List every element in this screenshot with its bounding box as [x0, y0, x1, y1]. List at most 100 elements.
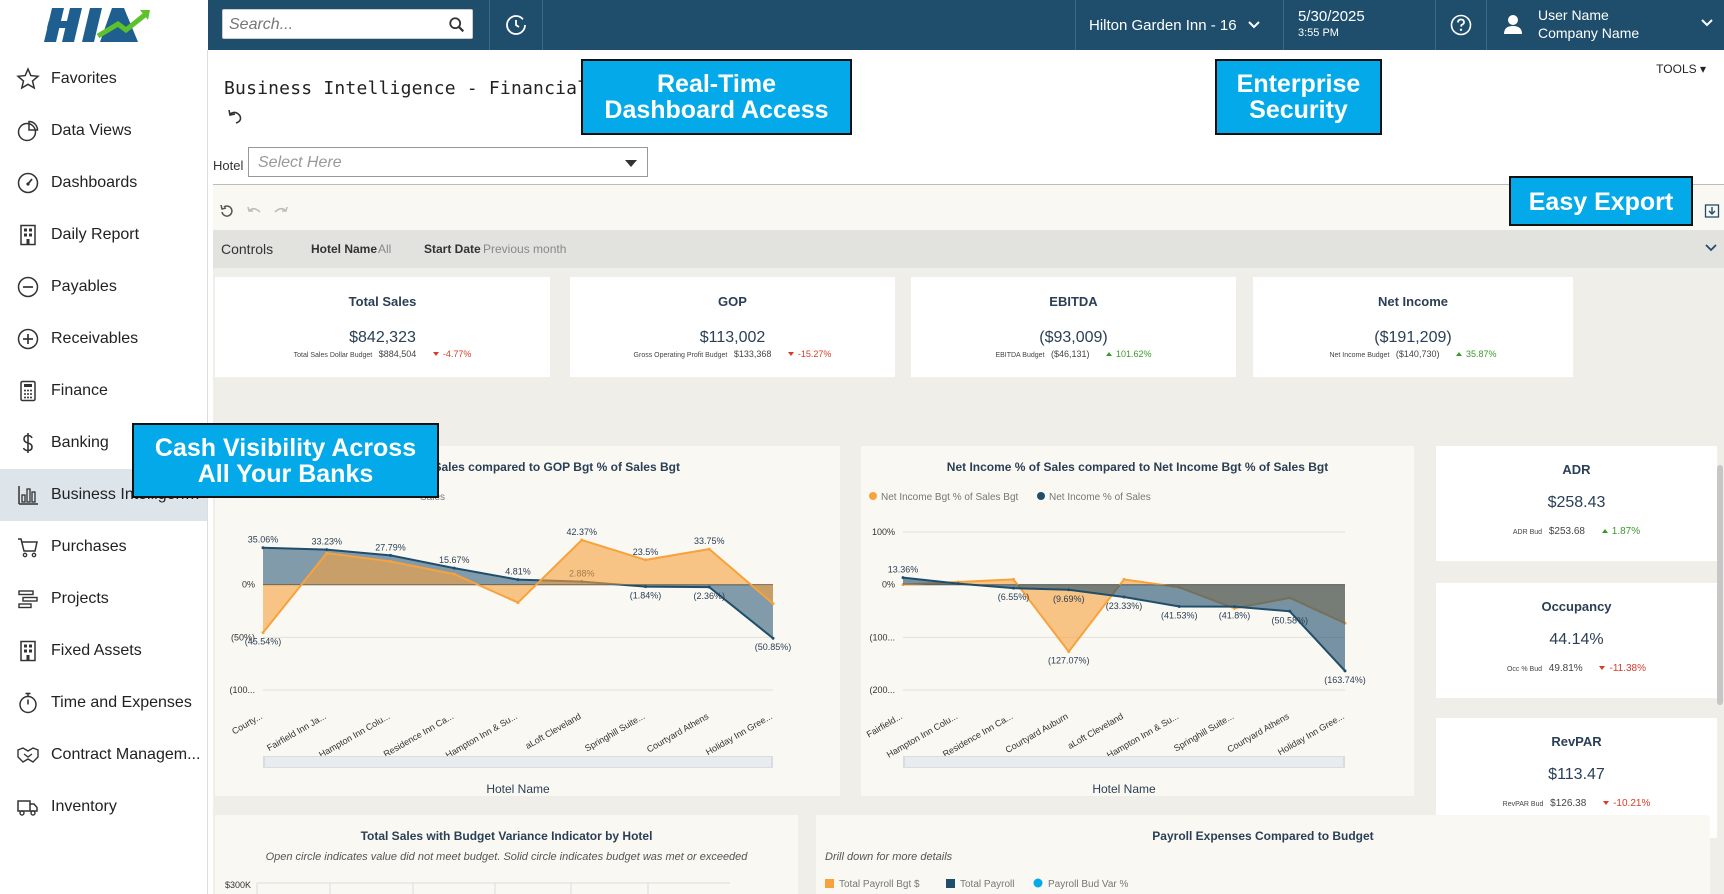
sidebar-item-inventory[interactable]: Inventory [0, 781, 207, 833]
help-button[interactable] [1436, 0, 1486, 50]
vertical-scrollbar[interactable] [1717, 465, 1723, 705]
legend-label: Net Income Bgt % of Sales Bgt [881, 492, 1019, 503]
hotel-selector[interactable]: Hilton Garden Inn - 16 [1075, 0, 1282, 50]
data-label: 33.75% [694, 536, 725, 546]
kpi-title: Net Income [1377, 294, 1449, 309]
data-label: (6.55%) [998, 592, 1030, 602]
sidebar-item-favorites[interactable]: Favorites [0, 53, 207, 105]
search-input[interactable] [229, 15, 439, 35]
kpi-budget-value: ($46,131) [1050, 349, 1090, 359]
kpi-title: Occupancy [1541, 599, 1612, 614]
kpi-value: $258.43 [1547, 494, 1606, 511]
user-menu[interactable]: User Name Company Name [1436, 0, 1724, 50]
sidebar-item-fixed-assets[interactable]: Fixed Assets [0, 625, 207, 677]
sidebar-item-label: Favorites [51, 70, 117, 87]
search-icon[interactable] [448, 16, 466, 34]
plus-circle-icon [17, 328, 39, 350]
kpi-card-total-sales[interactable]: Total Sales $842,323 Total Sales Dollar … [215, 277, 550, 377]
y-tick-label: $300K [225, 880, 251, 890]
legend-swatch [946, 879, 955, 888]
sidebar-item-dashboards[interactable]: Dashboards [0, 157, 207, 209]
kpi-budget-label: Net Income Budget [1329, 352, 1390, 359]
sidebar-item-receivables[interactable]: Receivables [0, 313, 207, 365]
kpi-value: 44.14% [1549, 631, 1604, 648]
controls-bar[interactable]: Controls Hotel Name All Start Date Previ… [213, 230, 1724, 268]
building-icon [20, 640, 36, 662]
triangle-up-icon [1455, 352, 1462, 356]
data-label: (45.54%) [245, 637, 282, 647]
sidebar-item-finance[interactable]: Finance [0, 365, 207, 417]
data-label: 15.67% [439, 555, 470, 565]
sidebar-item-projects[interactable]: Projects [0, 573, 207, 625]
tools-menu[interactable]: TOOLS ▾ [1656, 62, 1706, 76]
undo-icon[interactable] [246, 203, 262, 219]
help-icon [1450, 14, 1472, 36]
sidebar-item-payables[interactable]: Payables [0, 261, 207, 313]
kpi-title: ADR [1562, 462, 1591, 477]
history-button[interactable] [490, 0, 542, 50]
dashboard: Controls Hotel Name All Start Date Previ… [213, 185, 1724, 894]
kpi-variance: 101.62% [1116, 349, 1152, 359]
sidebar-item-banking[interactable]: Banking [0, 417, 207, 469]
kpi-card-adr[interactable]: ADR $258.43 ADR Bud $253.68 1.87% [1436, 446, 1717, 561]
kpi-title: RevPAR [1551, 734, 1602, 749]
kpi-card-gop[interactable]: GOP $113,002 Gross Operating Profit Budg… [570, 277, 895, 377]
callout-line: Cash Visibility Across [154, 434, 417, 462]
logo[interactable] [0, 0, 208, 50]
data-label: 27.79% [375, 542, 406, 552]
sidebar-item-label: Time and Expenses [51, 694, 192, 711]
chevron-down-icon[interactable] [1704, 243, 1718, 253]
data-label: 33.23% [311, 537, 342, 547]
y-tick-label: 0% [242, 580, 255, 590]
sidebar-item-data-views[interactable]: Data Views [0, 105, 207, 157]
callout-export: Easy Export [1509, 176, 1693, 226]
top-bar: Hilton Garden Inn - 16 5/30/2025 3:55 PM… [0, 0, 1724, 50]
sidebar-item-label: Receivables [51, 330, 139, 347]
refresh-icon[interactable] [219, 203, 235, 219]
triangle-down-icon [1599, 666, 1606, 670]
data-point [1122, 577, 1126, 581]
x-tick-label: Courty... [230, 711, 264, 736]
start-date-control-key: Start Date [424, 242, 481, 256]
data-point [261, 631, 265, 635]
redo-icon[interactable] [273, 203, 289, 219]
kpi-value: $113.47 [1548, 766, 1605, 783]
data-point [261, 546, 265, 550]
series-area [903, 577, 1345, 671]
kpi-budget-row: RevPAR Bud $126.38 -10.21% [1436, 798, 1717, 809]
search-box[interactable] [222, 9, 473, 39]
chart-scroll-thumb [905, 757, 1343, 767]
back-icon[interactable] [226, 108, 244, 126]
kpi-variance: 35.87% [1465, 349, 1497, 359]
data-point [1067, 588, 1071, 592]
data-label: (163.74%) [1324, 675, 1366, 685]
kpi-card-ebitda[interactable]: EBITDA ($93,009) EBITDA Budget ($46,131)… [911, 277, 1236, 377]
data-point [1233, 605, 1236, 609]
data-point [644, 558, 647, 562]
hotel-filter-select[interactable]: Select Here [248, 147, 648, 177]
chart-title: Net Income % of Sales compared to Net In… [946, 460, 1329, 474]
data-point [452, 572, 456, 576]
kpi-card-net-income[interactable]: Net Income ($191,209) Net Income Budget … [1253, 277, 1573, 377]
data-label: (1.84%) [630, 591, 662, 601]
sidebar-item-time-and-expenses[interactable]: Time and Expenses [0, 677, 207, 729]
sidebar-item-contract-managem[interactable]: Contract Managem... [0, 729, 207, 781]
sidebar-item-purchases[interactable]: Purchases [0, 521, 207, 573]
sidebar-item-label: Daily Report [51, 226, 140, 243]
triangle-up-icon [1106, 352, 1113, 356]
data-label: 42.37% [566, 527, 597, 537]
bar-chart-icon [18, 486, 38, 505]
data-label: (50.58%) [1271, 615, 1308, 625]
legend-swatch [869, 492, 877, 500]
start-date-control-value: Previous month [483, 242, 567, 256]
export-icon[interactable] [1704, 203, 1720, 219]
sidebar-item-daily-report[interactable]: Daily Report [0, 209, 207, 261]
series-area [263, 540, 773, 633]
data-label: (9.69%) [1053, 594, 1085, 604]
controls-title: Controls [221, 241, 274, 257]
kpi-budget-label: Gross Operating Profit Budget [633, 352, 728, 359]
kpi-card-occupancy[interactable]: Occupancy 44.14% Occ % Bud 49.81% -11.38… [1436, 583, 1717, 698]
user-name: User Name [1538, 7, 1609, 23]
data-label: (23.33%) [1106, 601, 1143, 611]
legend-swatch [825, 879, 834, 888]
